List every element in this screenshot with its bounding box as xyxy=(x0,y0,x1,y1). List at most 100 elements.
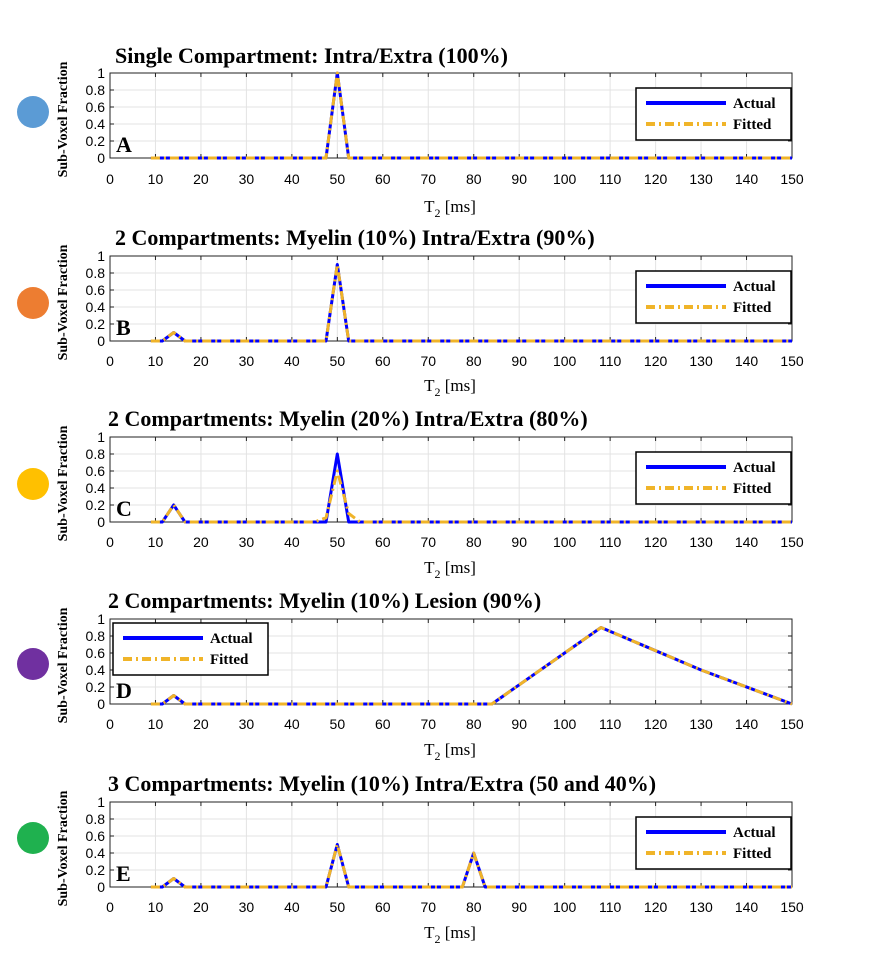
x-axis-label: T2 [ms] xyxy=(424,197,476,220)
y-tick-label: 0.8 xyxy=(86,811,106,827)
x-axis-label-unit: [ms] xyxy=(440,740,475,759)
chart-panel-d: 0 10 20 30 40 50 60 70 80 90 100 110 120 130 140 15000.… xyxy=(17,588,804,763)
y-tick-label: 0 xyxy=(97,150,105,166)
legend-label-actual: Actual xyxy=(733,96,776,112)
legend-label-fitted: Fitted xyxy=(733,846,772,862)
x-tick-label: 110 xyxy=(599,534,622,550)
x-tick-label: 80 xyxy=(466,899,482,915)
y-tick-label: 0.2 xyxy=(86,862,106,878)
x-tick-label: 80 xyxy=(466,353,482,369)
x-axis-label-subscript: 2 xyxy=(434,385,440,399)
panel-marker-dot xyxy=(17,468,49,500)
x-axis-label-subscript: 2 xyxy=(434,567,440,581)
x-tick-label: 120 xyxy=(644,171,668,187)
x-tick-label: 10 xyxy=(148,716,164,732)
chart-panel-c: 0 10 20 30 40 50 60 70 80 90 100 110 120 130 140 15000.… xyxy=(17,406,804,581)
y-tick-label: 0.4 xyxy=(86,116,106,132)
y-axis-label: Sub-Voxel Fraction xyxy=(56,425,71,541)
x-tick-label: 50 xyxy=(330,171,346,187)
legend-box xyxy=(112,622,269,676)
x-tick-label: 80 xyxy=(466,716,482,732)
x-tick-label: 110 xyxy=(599,353,622,369)
x-tick-label: 100 xyxy=(553,171,577,187)
chart-title: 2 Compartments: Myelin (10%) Lesion (90%… xyxy=(108,588,541,613)
series-line-fitted xyxy=(150,469,792,524)
y-tick-label: 0.8 xyxy=(86,265,106,281)
x-tick-label: 140 xyxy=(735,353,759,369)
x-axis-label-unit: [ms] xyxy=(440,376,475,395)
y-tick-label: 0.6 xyxy=(86,282,106,298)
legend-box xyxy=(635,87,792,141)
x-tick-label: 40 xyxy=(284,534,300,550)
x-tick-label: 130 xyxy=(689,171,713,187)
chart-title: Single Compartment: Intra/Extra (100%) xyxy=(115,43,508,68)
x-tick-label: 150 xyxy=(780,716,804,732)
y-tick-label: 0.2 xyxy=(86,316,106,332)
panel-letter: B xyxy=(116,315,131,340)
series-line-fitted xyxy=(150,626,793,706)
x-axis-label-main: T xyxy=(424,923,435,942)
x-tick-label: 150 xyxy=(780,899,804,915)
y-tick-label: 0.2 xyxy=(86,133,106,149)
y-axis-label: Sub-Voxel Fraction xyxy=(56,244,71,360)
x-tick-label: 90 xyxy=(511,716,527,732)
x-tick-label: 60 xyxy=(375,353,391,369)
y-tick-label: 0.2 xyxy=(86,679,106,695)
chart-title: 2 Compartments: Myelin (10%) Intra/Extra… xyxy=(115,225,595,250)
legend-label-fitted: Fitted xyxy=(733,481,772,497)
x-tick-label: 0 xyxy=(106,534,114,550)
x-tick-label: 10 xyxy=(148,534,164,550)
x-tick-label: 20 xyxy=(193,534,209,550)
series-line-fitted xyxy=(150,263,792,343)
x-tick-label: 130 xyxy=(689,534,713,550)
x-tick-label: 120 xyxy=(644,353,668,369)
x-tick-label: 140 xyxy=(735,171,759,187)
x-tick-label: 20 xyxy=(193,899,209,915)
y-tick-label: 0.4 xyxy=(86,662,106,678)
x-tick-label: 40 xyxy=(284,716,300,732)
panel-letter: D xyxy=(116,678,132,703)
x-tick-label: 30 xyxy=(239,534,255,550)
panel-marker-dot xyxy=(17,822,49,854)
y-tick-label: 0.4 xyxy=(86,845,106,861)
x-tick-label: 40 xyxy=(284,171,300,187)
legend-label-fitted: Fitted xyxy=(733,117,772,133)
x-axis-label: T2 [ms] xyxy=(424,740,476,763)
x-tick-label: 20 xyxy=(193,353,209,369)
y-axis-label: Sub-Voxel Fraction xyxy=(56,61,71,177)
x-tick-label: 100 xyxy=(553,353,577,369)
y-tick-label: 0.6 xyxy=(86,463,106,479)
y-axis-label: Sub-Voxel Fraction xyxy=(56,790,71,906)
legend-label-fitted: Fitted xyxy=(210,652,249,668)
x-tick-label: 70 xyxy=(420,899,436,915)
x-tick-label: 70 xyxy=(420,716,436,732)
x-tick-label: 60 xyxy=(375,899,391,915)
x-tick-label: 70 xyxy=(420,353,436,369)
x-tick-label: 110 xyxy=(599,899,622,915)
y-tick-label: 1 xyxy=(97,248,105,264)
panel-marker-dot xyxy=(17,287,49,319)
x-tick-label: 0 xyxy=(106,353,114,369)
y-tick-label: 0.4 xyxy=(86,299,106,315)
x-tick-label: 120 xyxy=(644,534,668,550)
x-axis-label-unit: [ms] xyxy=(440,558,475,577)
x-tick-label: 50 xyxy=(330,899,346,915)
x-axis-label-unit: [ms] xyxy=(440,923,475,942)
x-tick-label: 40 xyxy=(284,899,300,915)
y-tick-label: 0.8 xyxy=(86,82,106,98)
legend-box xyxy=(635,816,792,870)
x-tick-label: 130 xyxy=(689,899,713,915)
x-tick-label: 120 xyxy=(644,716,668,732)
y-tick-label: 0 xyxy=(97,696,105,712)
x-tick-label: 60 xyxy=(375,716,391,732)
x-tick-label: 150 xyxy=(780,171,804,187)
x-axis-label: T2 [ms] xyxy=(424,923,476,946)
y-tick-label: 0 xyxy=(97,879,105,895)
x-tick-label: 110 xyxy=(599,716,622,732)
x-tick-label: 10 xyxy=(148,353,164,369)
y-tick-label: 0 xyxy=(97,514,105,530)
x-tick-label: 90 xyxy=(511,534,527,550)
x-tick-label: 90 xyxy=(511,353,527,369)
chart-title: 3 Compartments: Myelin (10%) Intra/Extra… xyxy=(108,771,656,796)
